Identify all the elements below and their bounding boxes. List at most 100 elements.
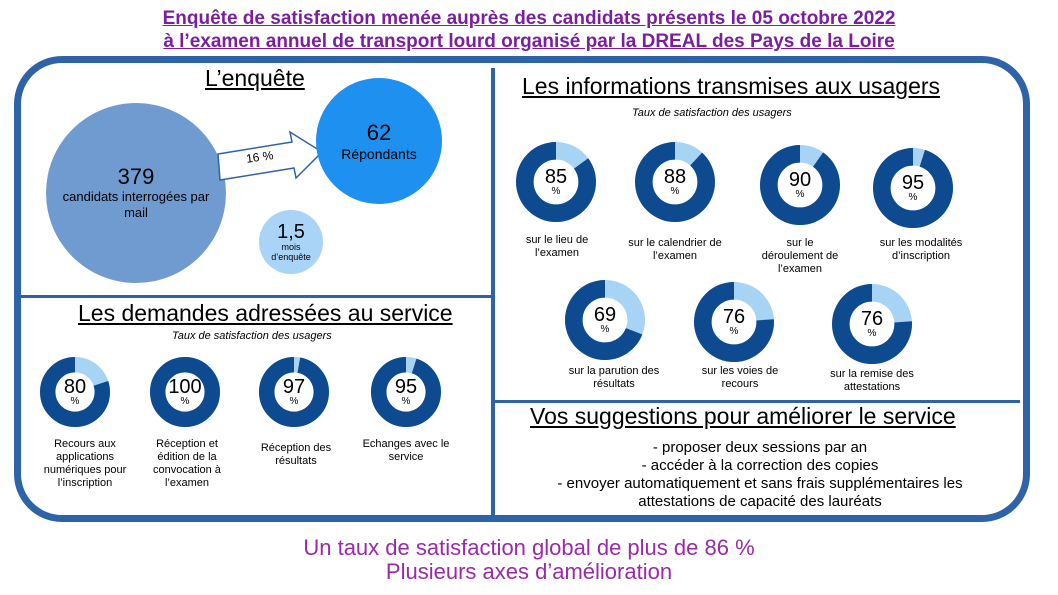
donut-ring: 95% xyxy=(371,357,441,427)
donut-value: 76 xyxy=(860,308,884,330)
donut-percent-sign: % xyxy=(729,326,739,337)
vertical-divider xyxy=(491,68,495,516)
demandes-donut-0: 80% xyxy=(40,357,110,427)
donut-percent-sign: % xyxy=(70,396,80,407)
right-horizontal-divider xyxy=(493,400,1020,403)
donut-svg xyxy=(634,141,716,223)
footer-line1: Un taux de satisfaction global de plus d… xyxy=(303,535,755,560)
donut-center-label: 80% xyxy=(40,357,110,427)
candidats-label: candidats interrogées par mail xyxy=(62,189,210,220)
donut-value: 69 xyxy=(593,304,617,326)
donut-value: 76 xyxy=(722,306,746,328)
donut-ring: 76% xyxy=(693,281,775,363)
donut-svg xyxy=(759,144,841,226)
donut-ring: 69% xyxy=(564,279,646,361)
demandes-label-2: Réception des résultats xyxy=(260,442,332,467)
donut-svg xyxy=(371,357,441,427)
arrow-shape xyxy=(217,130,324,181)
donut-value: 95 xyxy=(901,172,925,194)
donut-svg xyxy=(872,147,954,229)
donut-percent-sign: % xyxy=(908,192,918,203)
donut-ring: 97% xyxy=(259,357,329,427)
donut-ring: 95% xyxy=(872,147,954,229)
donut-percent-sign: % xyxy=(600,324,610,335)
demandes-donut-1: 100% xyxy=(150,357,220,427)
mois-value: 1,5 xyxy=(277,221,305,243)
info-label-0: sur le lieu de l’examen xyxy=(525,234,589,259)
demandes-label-1: Réception et édition de la convocation à… xyxy=(153,438,221,489)
footer-line2: Plusieurs axes d’amélioration xyxy=(385,559,673,584)
left-horizontal-divider xyxy=(21,295,493,298)
demandes-label-0: Recours aux applications numériques pour… xyxy=(43,438,127,489)
donut-center-label: 69% xyxy=(565,280,645,360)
donut-percent-sign: % xyxy=(795,189,805,200)
demandes-donut-3: 95% xyxy=(371,357,441,427)
donut-percent-sign: % xyxy=(289,396,299,407)
donut-value: 90 xyxy=(788,169,812,191)
donut-center-label: 95% xyxy=(371,357,441,427)
donut-ring: 85% xyxy=(515,141,597,223)
donut-value: 97 xyxy=(282,376,306,398)
donut-value-arc xyxy=(634,141,716,223)
donut-value: 80 xyxy=(63,376,87,398)
donut-svg xyxy=(831,283,913,365)
donut-value-arc xyxy=(371,357,441,427)
donut-svg xyxy=(564,279,646,361)
suggestions-title: Vos suggestions pour améliorer le servic… xyxy=(530,403,956,429)
donut-svg xyxy=(515,141,597,223)
donut-percent-sign: % xyxy=(401,396,411,407)
donut-value-arc xyxy=(564,279,646,361)
donut-center-label: 76% xyxy=(832,284,912,364)
info-donut-3: 95% xyxy=(872,147,954,229)
donut-center-label: 97% xyxy=(259,357,329,427)
donut-ring: 90% xyxy=(759,144,841,226)
info-donut-5: 76% xyxy=(693,281,775,363)
donut-value-arc xyxy=(40,357,110,427)
enquete-title: L’enquête xyxy=(205,65,305,91)
donut-percent-sign: % xyxy=(180,396,190,407)
demandes-subtitle: Taux de satisfaction des usagers xyxy=(172,330,332,342)
suggestion-line-3: attestations de capacité des lauréats xyxy=(638,493,882,510)
donut-percent-sign: % xyxy=(867,328,877,339)
suggestion-line-1: - accéder à la correction des copies xyxy=(641,457,879,474)
mois-circle: 1,5 mois d’enquête xyxy=(259,210,323,274)
demandes-donut-2: 97% xyxy=(259,357,329,427)
donut-center-label: 76% xyxy=(694,282,774,362)
donut-center-label: 95% xyxy=(873,148,953,228)
info-label-6: sur la remise des attestations xyxy=(830,368,914,393)
donut-center-label: 88% xyxy=(635,142,715,222)
info-label-2: sur le déroulement de l’examen xyxy=(761,237,839,275)
infographic-frame xyxy=(14,56,1030,522)
donut-ring: 80% xyxy=(40,357,110,427)
info-label-4: sur la parution des résultats xyxy=(568,365,660,390)
donut-value-arc xyxy=(515,141,597,223)
donut-ring: 100% xyxy=(150,357,220,427)
donut-value: 95 xyxy=(394,376,418,398)
candidats-value: 379 xyxy=(117,164,155,189)
candidats-circle: 379 candidats interrogées par mail xyxy=(46,103,226,283)
info-label-3: sur les modalités d’inscription xyxy=(879,237,963,262)
suggestion-line-2: - envoyer automatiquement et sans frais … xyxy=(557,475,963,492)
repondants-value: 62 xyxy=(366,120,392,145)
donut-center-label: 90% xyxy=(760,145,840,225)
donut-value: 85 xyxy=(544,166,568,188)
info-label-1: sur le calendrier de l’examen xyxy=(628,237,722,262)
demandes-label-3: Echanges avec le service xyxy=(362,438,450,463)
donut-svg xyxy=(693,281,775,363)
header-title-line2: à l’examen annuel de transport lourd org… xyxy=(163,31,895,52)
info-label-5: sur les voies de recours xyxy=(701,365,779,390)
mois-label: mois d’enquête xyxy=(271,242,311,262)
informations-subtitle: Taux de satisfaction des usagers xyxy=(632,107,792,119)
informations-title: Les informations transmises aux usagers xyxy=(522,73,941,99)
header-title-line1: Enquête de satisfaction menée auprès des… xyxy=(162,8,896,29)
info-donut-6: 76% xyxy=(831,283,913,365)
donut-value: 100 xyxy=(168,376,202,398)
donut-value-arc xyxy=(872,147,954,229)
suggestion-line-0: - proposer deux sessions par an xyxy=(652,439,868,456)
repondants-circle: 62 Répondants xyxy=(316,78,442,204)
donut-center-label: 85% xyxy=(516,142,596,222)
donut-value-arc xyxy=(759,144,841,226)
donut-value-arc xyxy=(693,281,775,363)
donut-ring: 76% xyxy=(831,283,913,365)
info-donut-4: 69% xyxy=(564,279,646,361)
